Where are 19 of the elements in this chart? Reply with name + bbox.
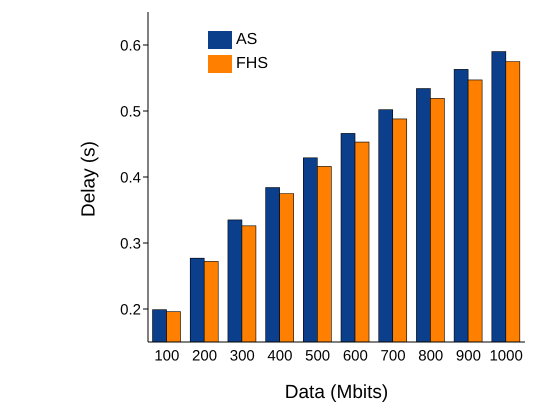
x-tick-label: 1000 (489, 348, 523, 365)
x-tick-label: 900 (456, 348, 481, 365)
x-tick-label: 300 (230, 348, 255, 365)
x-tick-label: 200 (192, 348, 218, 365)
y-tick-label: 0.3 (120, 235, 141, 252)
y-tick-label: 0.2 (120, 301, 141, 318)
y-tick-label: 0.5 (120, 103, 141, 120)
y-tick-label: 0.6 (120, 37, 141, 54)
x-tick-label: 700 (380, 348, 406, 365)
x-tick-label: 400 (267, 348, 292, 365)
y-tick-label: 0.4 (120, 169, 141, 186)
x-tick-label: 600 (342, 348, 368, 365)
x-axis-title: Data (Mbits) (284, 382, 388, 403)
x-tick-label: 800 (418, 348, 444, 365)
x-tick-label: 500 (305, 348, 330, 365)
y-axis-title: Delay (s) (78, 140, 100, 217)
legend-label: AS (236, 31, 258, 48)
legend-label: FHS (236, 55, 268, 72)
x-tick-label: 100 (154, 348, 180, 365)
